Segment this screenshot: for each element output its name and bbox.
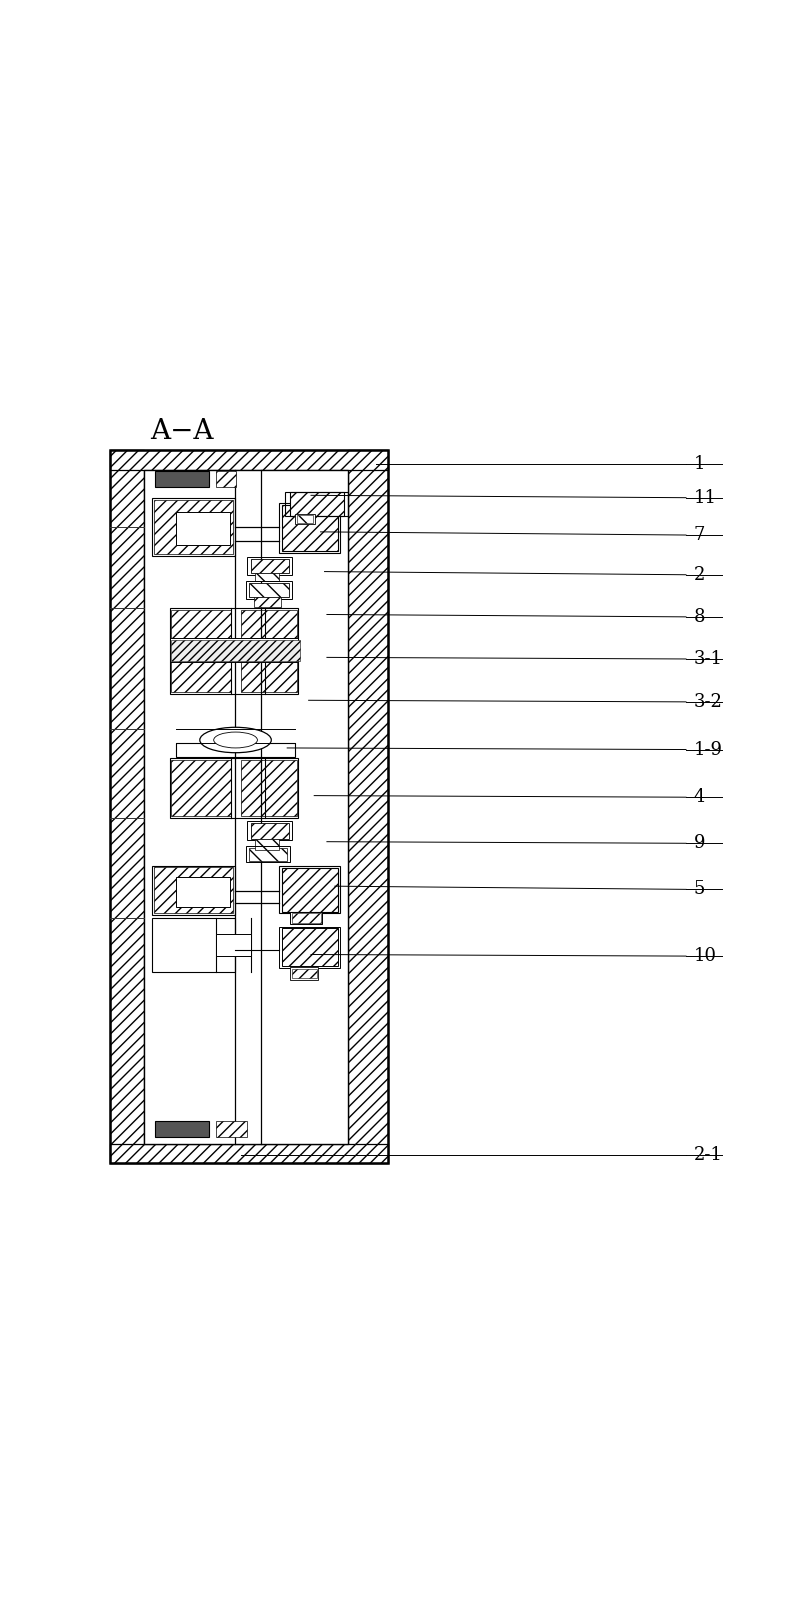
Ellipse shape [214,732,258,748]
Bar [170,758,298,818]
Bar [255,573,279,581]
Bar [249,583,289,597]
Bar [171,760,230,816]
Bar [279,927,340,967]
Bar [348,450,388,1162]
Bar [216,471,235,487]
Bar [254,597,281,607]
Bar [279,865,340,914]
Bar [250,558,289,573]
Text: 1-9: 1-9 [694,740,723,758]
Bar [170,638,298,662]
Bar [292,914,321,923]
Bar [246,581,292,599]
Bar [152,919,234,972]
Bar [110,450,388,1162]
Bar [279,503,340,552]
Bar [152,865,234,915]
Text: 4: 4 [694,789,706,807]
Bar [154,867,233,914]
Bar [297,514,314,523]
Bar [290,492,344,516]
Bar [247,821,292,841]
Bar [241,610,297,693]
Bar [144,471,348,1144]
Bar [249,849,287,860]
Bar [171,610,230,693]
Text: 3-1: 3-1 [694,649,723,669]
Bar [247,557,292,575]
Text: 11: 11 [694,489,717,506]
Bar [152,498,234,555]
Bar [290,912,322,925]
Bar [110,1144,388,1162]
Bar [155,471,210,487]
Bar [246,847,290,862]
Bar [250,823,289,839]
Text: 1: 1 [694,454,706,472]
Text: 7: 7 [694,526,706,544]
Text: 3-2: 3-2 [694,693,723,711]
Bar [110,450,388,471]
Bar [216,1121,247,1138]
Bar [216,933,250,956]
Bar [176,876,230,907]
Bar [295,514,315,524]
Text: 2-1: 2-1 [694,1146,723,1164]
Bar [171,639,300,661]
Bar [255,839,279,849]
Bar [110,450,144,1162]
Text: 10: 10 [694,948,717,966]
Bar [282,928,338,966]
Text: 2: 2 [694,566,706,584]
Bar [155,1121,210,1138]
Bar [154,500,233,553]
Ellipse shape [200,727,271,753]
Bar [282,868,338,912]
Text: 9: 9 [694,834,706,852]
Text: A−A: A−A [150,419,214,445]
Bar [176,743,295,758]
Bar [176,511,230,545]
Bar [241,760,297,816]
Bar [282,505,338,550]
Bar [170,609,298,695]
Bar [292,969,317,979]
Text: 8: 8 [694,609,706,626]
Bar [290,967,318,980]
Text: 5: 5 [694,880,706,899]
Bar [285,492,348,516]
